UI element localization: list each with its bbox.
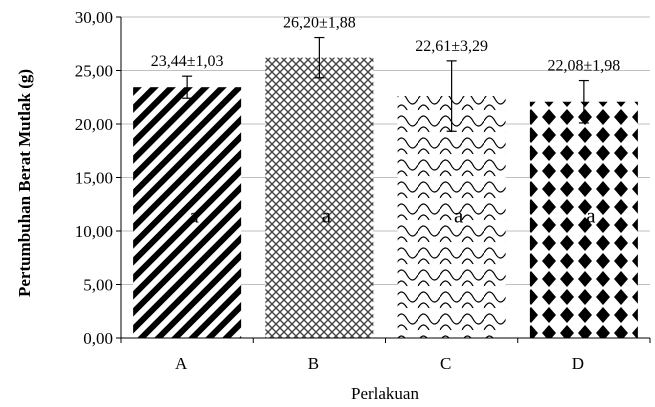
bar-c <box>397 96 506 338</box>
x-tick-label-a: A <box>175 354 188 373</box>
x-tick-label-b: B <box>308 354 319 373</box>
bars <box>133 36 638 338</box>
bar-b <box>265 57 374 338</box>
bar-a <box>133 87 242 338</box>
significance-label-d: a <box>586 203 596 227</box>
significance-label-a: a <box>189 203 199 227</box>
data-label-a: 23,44±1,03 <box>151 53 224 70</box>
y-tick-label: 25,00 <box>75 62 113 81</box>
labels: 0,00 5,00 10,00 15,00 20,00 25,00 30,00 23,44±1… <box>75 8 621 373</box>
y-axis-title: Pertumbuhan Berat Mutlak (g) <box>15 69 34 297</box>
significance-label-b: a <box>322 203 332 227</box>
y-tick-label: 0,00 <box>83 329 113 348</box>
y-tick-label: 20,00 <box>75 115 113 134</box>
y-tick-label: 10,00 <box>75 222 113 241</box>
bar-d <box>529 101 638 338</box>
x-tick-label-d: D <box>572 354 584 373</box>
data-label-c: 22,61±3,29 <box>415 38 488 55</box>
data-label-d: 22,08±1,98 <box>547 58 620 75</box>
x-axis-title: Perlakuan <box>351 384 419 403</box>
y-tick-label: 15,00 <box>75 169 113 188</box>
y-tick-label: 5,00 <box>83 276 113 295</box>
axes <box>116 16 651 343</box>
data-label-b: 26,20±1,88 <box>283 15 356 32</box>
x-tick-label-c: C <box>440 354 451 373</box>
y-tick-label: 30,00 <box>75 8 113 27</box>
significance-label-c: a <box>454 203 464 227</box>
